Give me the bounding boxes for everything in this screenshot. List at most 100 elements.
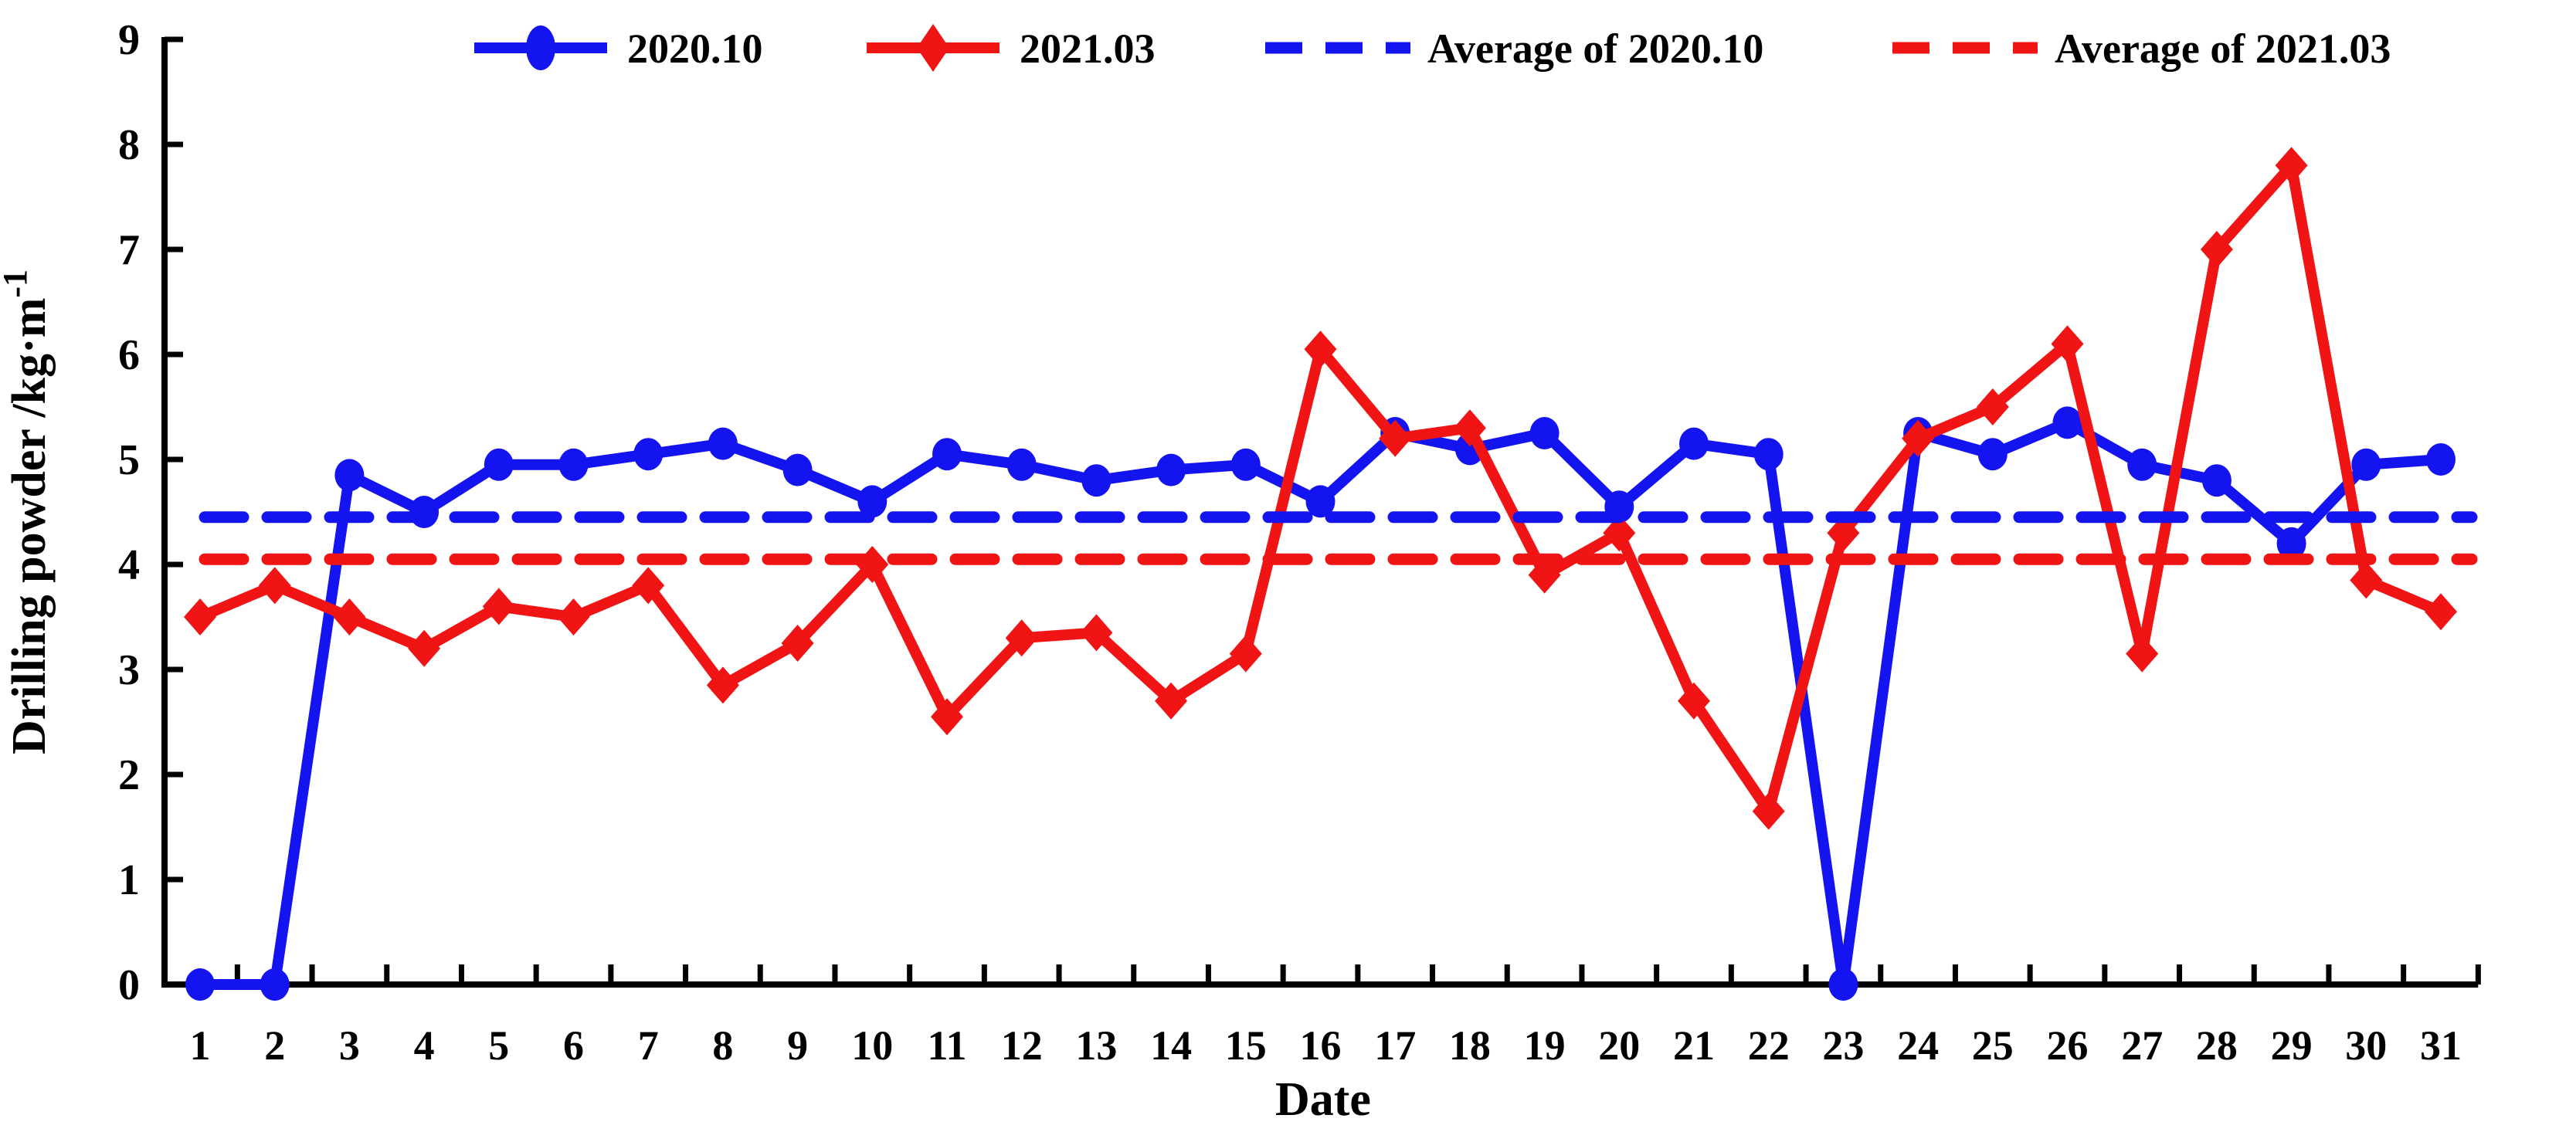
y-tick-label: 1 <box>118 856 140 904</box>
y-tick-label: 4 <box>118 541 140 589</box>
data-point-diamond <box>1304 330 1337 368</box>
data-point-diamond <box>781 625 814 662</box>
legend: 2020.10 2021.03 Average of 2020.10 Avera… <box>474 24 2391 72</box>
data-point-diamond <box>333 598 366 635</box>
x-tick-label: 18 <box>1449 1022 1491 1069</box>
data-point-diamond <box>1902 419 1935 457</box>
data-point-circle <box>185 968 215 1001</box>
data-point-diamond <box>1229 635 1262 673</box>
data-series <box>184 147 2457 1001</box>
data-point-diamond <box>1528 556 1561 594</box>
data-point-circle <box>1006 448 1037 481</box>
y-axis-title-superscript: -1 <box>0 269 34 298</box>
data-point-diamond <box>2200 231 2233 268</box>
x-tick-label: 27 <box>2121 1022 2163 1069</box>
y-axis-title-base: Drilling powder /kg·m <box>3 298 56 754</box>
x-tick-label: 6 <box>563 1022 584 1069</box>
data-point-diamond <box>1678 682 1710 720</box>
data-point-diamond <box>408 629 441 667</box>
data-point-circle <box>260 968 290 1001</box>
legend-label-average-2020-10: Average of 2020.10 <box>1427 25 1763 72</box>
data-point-circle <box>633 438 664 471</box>
data-point-circle <box>1753 438 1784 471</box>
legend-label-2020-10: 2020.10 <box>627 25 763 72</box>
data-point-diamond <box>2051 325 2084 363</box>
data-point-circle <box>2127 448 2157 481</box>
data-point-circle <box>2052 406 2082 439</box>
data-point-diamond <box>557 598 590 635</box>
x-tick-label: 20 <box>1598 1022 1640 1069</box>
data-point-circle <box>1828 968 1858 1001</box>
data-point-diamond <box>1827 514 1860 552</box>
data-point-diamond <box>1752 792 1785 830</box>
x-axis-title: Date <box>1275 1073 1371 1126</box>
series-2020.10 <box>185 406 2456 1001</box>
data-point-circle <box>932 438 962 471</box>
x-tick-label: 11 <box>927 1022 966 1069</box>
x-tick-label: 24 <box>1897 1022 1939 1069</box>
x-tick-label: 17 <box>1374 1022 1416 1069</box>
data-point-diamond <box>2126 635 2159 673</box>
x-tick-label: 14 <box>1150 1022 1192 1069</box>
data-point-diamond <box>1155 682 1188 720</box>
data-point-circle <box>2201 464 2232 497</box>
data-point-diamond <box>1080 614 1113 652</box>
y-tick-label: 7 <box>118 226 140 274</box>
data-point-circle <box>1156 453 1186 486</box>
data-point-circle <box>334 459 365 492</box>
series-2021.03 <box>184 147 2457 830</box>
y-tick-label: 0 <box>118 961 140 1009</box>
data-point-circle <box>1977 438 2008 471</box>
data-point-diamond <box>2275 147 2308 185</box>
y-tick-label: 3 <box>118 646 140 694</box>
x-tick-label: 13 <box>1075 1022 1117 1069</box>
average-lines <box>199 511 2478 565</box>
data-point-circle <box>484 448 514 481</box>
data-point-diamond <box>1005 619 1038 657</box>
legend-item-2021-03: 2021.03 <box>867 24 1156 72</box>
x-tick-label: 2 <box>264 1022 285 1069</box>
y-tick-label: 5 <box>118 436 140 484</box>
x-tick-label: 19 <box>1524 1022 1566 1069</box>
data-point-circle <box>558 448 589 481</box>
data-point-diamond <box>632 567 665 605</box>
data-point-diamond <box>482 588 515 625</box>
data-point-diamond <box>2425 593 2457 631</box>
data-point-circle <box>1679 427 1709 460</box>
y-tick-label: 8 <box>118 121 140 169</box>
data-point-diamond <box>1603 514 1636 552</box>
legend-item-average-2020-10: Average of 2020.10 <box>1265 25 1763 72</box>
x-tick-label: 5 <box>488 1022 509 1069</box>
x-tick-label: 26 <box>2047 1022 2089 1069</box>
data-point-circle <box>1081 464 1112 497</box>
x-tick-label: 23 <box>1822 1022 1864 1069</box>
data-point-diamond <box>258 567 291 605</box>
data-point-circle <box>2276 527 2306 560</box>
data-point-circle <box>1230 448 1261 481</box>
x-tick-label: 1 <box>190 1022 211 1069</box>
x-tick-label: 3 <box>339 1022 360 1069</box>
data-point-diamond <box>706 666 739 704</box>
y-axis-title: Drilling powder /kg·m-1 <box>0 269 56 754</box>
x-tick-label: 25 <box>1972 1022 2014 1069</box>
x-tick-label: 8 <box>712 1022 733 1069</box>
legend-diamond-marker-icon <box>917 24 949 72</box>
data-point-diamond <box>1453 409 1486 447</box>
data-point-diamond <box>931 698 963 736</box>
data-point-circle <box>857 485 888 518</box>
data-point-circle <box>1529 417 1560 449</box>
x-tick-label: 7 <box>638 1022 659 1069</box>
data-point-circle <box>2426 443 2456 476</box>
legend-label-2021-03: 2021.03 <box>1020 25 1156 72</box>
legend-label-average-2021-03: Average of 2021.03 <box>2055 25 2391 72</box>
x-tick-label: 28 <box>2196 1022 2238 1069</box>
legend-circle-marker-icon <box>526 25 555 70</box>
x-tick-label: 4 <box>414 1022 435 1069</box>
data-point-circle <box>782 453 813 486</box>
x-tick-label: 15 <box>1225 1022 1267 1069</box>
legend-item-2020-10: 2020.10 <box>474 25 763 72</box>
data-point-circle <box>2351 448 2381 481</box>
